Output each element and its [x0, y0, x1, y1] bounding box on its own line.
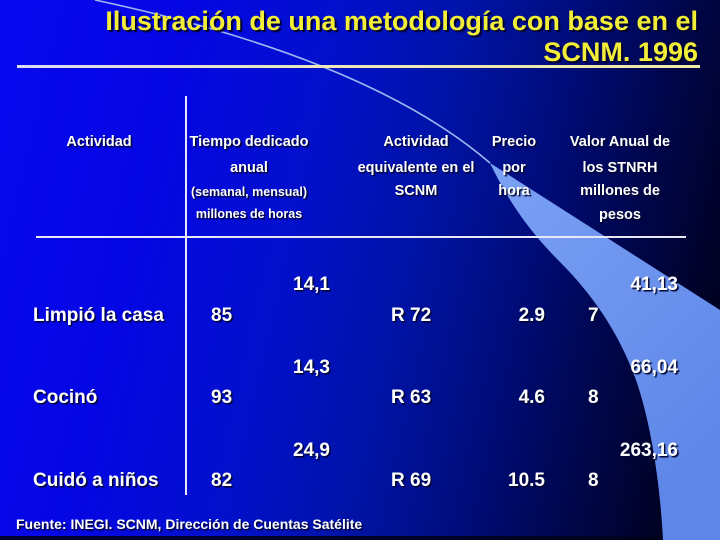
- row2-scnm-activity: R 63: [391, 387, 432, 408]
- swoosh-band: [490, 163, 720, 540]
- header-time-line2: anual: [230, 160, 268, 176]
- source-note: Fuente: INEGI. SCNM, Dirección de Cuenta…: [16, 516, 363, 532]
- row2-annual-value: 66,04: [630, 357, 678, 378]
- row1-hours: 85: [211, 305, 233, 326]
- row2-label: Cocinó: [33, 387, 98, 408]
- row1-annual-hours: 14,1: [293, 274, 330, 295]
- row1-price: 2.9: [518, 305, 545, 326]
- header-time-line1: Tiempo dedicado: [189, 134, 309, 150]
- header-value-line3: millones de: [580, 183, 660, 199]
- row1-price-alt: 7: [588, 305, 599, 326]
- header-value-line4: pesos: [599, 207, 641, 223]
- row3-hours: 82: [211, 470, 233, 491]
- header-equiv-line2: equivalente en el: [357, 160, 475, 176]
- row2-price-alt: 8: [588, 387, 599, 408]
- header-equiv-line1: Actividad: [383, 134, 449, 150]
- header-activity: Actividad: [66, 134, 132, 150]
- slide-title-line2: SCNM. 1996: [543, 37, 698, 67]
- thin-arc-line: [94, 0, 491, 164]
- row2-hours: 93: [211, 387, 233, 408]
- slide-title-line1: Ilustración de una metodología con base …: [105, 6, 698, 36]
- row3-annual-hours: 24,9: [293, 440, 330, 461]
- header-time-line3: (semanal, mensual): [190, 185, 307, 199]
- header-price-line2: por: [502, 160, 526, 176]
- row1-scnm-activity: R 72: [391, 305, 432, 326]
- row3-price-alt: 8: [588, 470, 599, 491]
- row3-annual-value: 263,16: [619, 440, 678, 461]
- header-equiv-line3: SCNM: [394, 183, 438, 199]
- row3-price: 10.5: [508, 470, 545, 491]
- row3-scnm-activity: R 69: [391, 470, 432, 491]
- row1-annual-value: 41,13: [630, 274, 678, 295]
- table-header-underline: [36, 236, 686, 238]
- row1-label: Limpió la casa: [33, 305, 164, 326]
- title-underline: [17, 65, 700, 68]
- row3-label: Cuidó a niños: [33, 470, 159, 491]
- header-time-line4: millones de horas: [195, 207, 303, 221]
- header-value-line2: los STNRH: [582, 160, 658, 176]
- row2-price: 4.6: [518, 387, 545, 408]
- table-vertical-divider: [185, 96, 187, 495]
- header-value-line1: Valor Anual de: [569, 134, 671, 150]
- slide-title: Ilustración de una metodología con base …: [0, 6, 698, 68]
- row2-annual-hours: 14,3: [293, 357, 330, 378]
- slide-bottom-edge: [0, 536, 720, 540]
- header-price-line1: Precio: [491, 134, 537, 150]
- header-price-line3: hora: [498, 183, 530, 199]
